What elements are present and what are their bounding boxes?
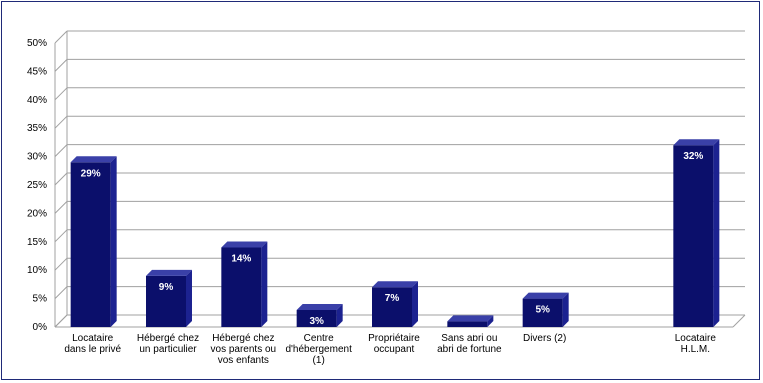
y-tick-label: 45% — [27, 66, 47, 77]
y-tick-label: 50% — [27, 38, 47, 49]
x-tick-label: Propriétaire — [368, 333, 420, 344]
bar-front — [372, 287, 412, 327]
x-tick-label: d'hébergement — [285, 344, 352, 355]
x-tick-label: Locataire — [72, 333, 114, 344]
bar-side — [412, 281, 418, 327]
bar-front — [673, 145, 714, 327]
gridline-diagonal — [54, 87, 68, 101]
gridline-diagonal — [54, 115, 68, 129]
bar-front — [296, 309, 337, 327]
data-label: 32% — [683, 151, 703, 162]
x-tick-label: Hébergé chez — [137, 333, 199, 344]
data-label: 9% — [159, 282, 174, 293]
bar-side — [713, 139, 720, 327]
bar-front — [221, 247, 262, 327]
x-tick-label: Locataire — [675, 333, 717, 344]
y-tick-label: 10% — [27, 265, 47, 276]
bar-side — [487, 315, 494, 327]
x-tick-label: dans le privé — [64, 344, 121, 355]
y-tick-label: 35% — [27, 123, 47, 134]
bar-top — [146, 269, 192, 276]
gridline-diagonal — [54, 172, 68, 186]
bar-side — [261, 241, 268, 327]
gridline-diagonal — [54, 229, 68, 243]
x-tick-label: un particulier — [139, 344, 197, 355]
x-tick-label: Sans abri ou — [441, 333, 497, 344]
gridline-diagonal — [54, 201, 68, 214]
data-label: 14% — [231, 253, 251, 264]
bar-top — [447, 315, 494, 322]
x-tick-label: (1) — [313, 355, 325, 366]
bar-top — [221, 241, 268, 248]
floor-right-edge — [732, 314, 746, 328]
bar-top — [70, 156, 117, 163]
bar-side — [110, 156, 117, 327]
bar-top — [296, 303, 343, 310]
y-tick-label: 40% — [27, 95, 47, 106]
y-tick-label: 20% — [27, 208, 47, 219]
bar-front — [522, 298, 563, 327]
bar-top — [522, 292, 569, 299]
bar-front — [447, 321, 488, 327]
y-tick-label: 30% — [27, 152, 47, 163]
bar-side — [186, 269, 192, 327]
data-label: 1% — [460, 327, 475, 338]
x-tick-label: occupant — [374, 344, 415, 355]
bar-front — [146, 275, 186, 327]
y-tick-label: 0% — [33, 322, 48, 333]
data-label: 3% — [309, 316, 324, 327]
data-label: 29% — [81, 168, 101, 179]
y-tick-label: 5% — [33, 294, 48, 305]
x-tick-label: Centre — [304, 333, 334, 344]
gridline-diagonal — [54, 59, 68, 72]
x-tick-label: Divers (2) — [523, 333, 566, 344]
gridline-diagonal — [54, 314, 68, 328]
x-tick-label: abri de fortune — [437, 344, 502, 355]
bar-top — [372, 281, 418, 288]
bar-top — [673, 139, 720, 146]
data-label: 7% — [385, 293, 400, 304]
x-tick-label: H.L.M. — [681, 344, 710, 355]
bar-front — [70, 162, 111, 327]
x-tick-label: Hébergé chez — [212, 333, 274, 344]
gridline-diagonal — [54, 144, 68, 157]
x-tick-label: vos parents ou — [211, 344, 277, 355]
x-tick-label: vos enfants — [218, 355, 269, 366]
bar-side — [562, 292, 569, 327]
y-tick-label: 15% — [27, 237, 47, 248]
gridline-diagonal — [54, 286, 68, 299]
data-label: 5% — [535, 305, 550, 316]
gridline-diagonal — [54, 30, 68, 44]
y-tick-label: 25% — [27, 180, 47, 191]
gridline-diagonal — [54, 257, 68, 271]
bar-side — [336, 303, 343, 327]
